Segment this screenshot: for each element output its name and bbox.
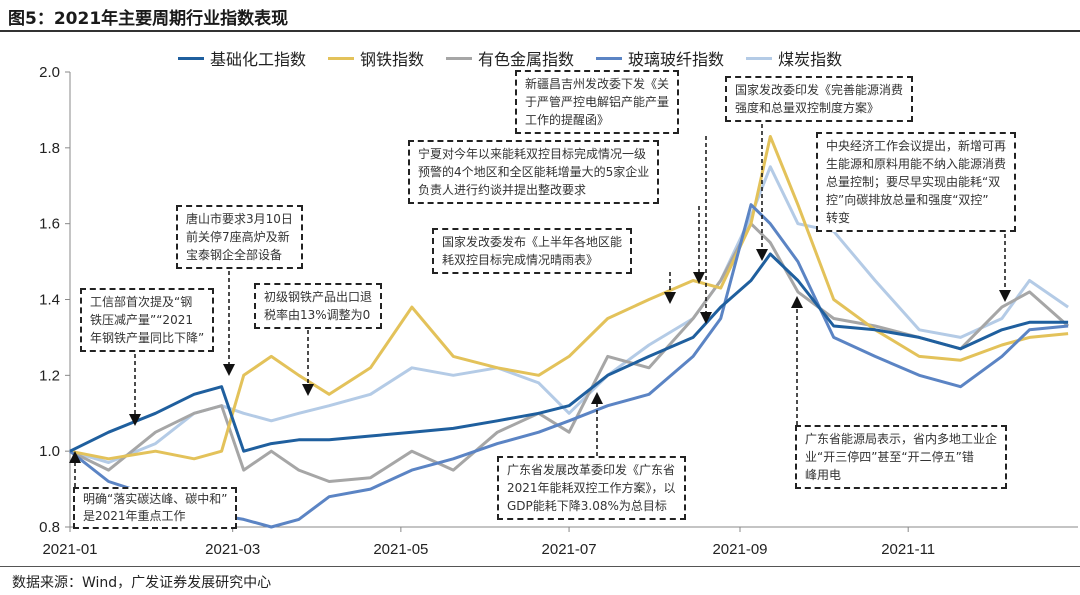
annotation-box: 国家发改委发布《上半年各地区能 耗双控目标完成情况晴雨表》: [432, 228, 633, 274]
legend-label: 有色金属指数: [478, 50, 575, 69]
series-line-2: [69, 222, 1070, 483]
footer-divider: [0, 566, 1080, 567]
annotation-box: 宁夏对今年以来能耗双控目标完成情况一级 预警的4个地区和全区能耗增量大的5家企业…: [408, 140, 660, 204]
annotation-box: 国家发改委印发《完善能源消费 强度和总量双控制度方案》: [725, 76, 914, 122]
series-line-0: [69, 252, 1069, 453]
annotation-box: 广东省发展改革委印发《广东省 2021年能耗双控工作方案》，以 GDP能耗下降3…: [497, 456, 686, 520]
legend-item: 煤炭指数: [746, 46, 842, 70]
y-tick-label: 0.8: [39, 519, 60, 536]
legend-swatch: [328, 56, 355, 60]
y-tick-label: 1.8: [39, 140, 60, 157]
legend-swatch: [178, 56, 204, 60]
legend-swatch: [446, 56, 473, 60]
x-tick-label: 2021-05: [373, 541, 428, 558]
annotation-box: 中央经济工作会议提出，新增可再 生能源和原料用能不纳入能源消费 总量控制；要尽早…: [816, 132, 1017, 232]
y-tick-label: 1.0: [39, 443, 60, 460]
annotation-box: 明确“落实碳达峰、碳中和” 是2021年重点工作: [73, 487, 238, 529]
annotation-box: 新疆昌吉州发改委下发《关 于严管严控电解铝产能产量 工作的提醒函》: [515, 70, 680, 134]
source-note: 数据来源：Wind，广发证券发展研究中心: [12, 575, 272, 591]
legend-swatch: [596, 56, 623, 60]
y-tick-label: 1.6: [39, 216, 60, 233]
legend-label: 煤炭指数: [778, 50, 843, 69]
legend-item: 钢铁指数: [328, 46, 424, 70]
x-tick-label: 2021-01: [42, 541, 97, 558]
y-tick-label: 1.2: [39, 367, 60, 384]
x-tick-label: 2021-09: [712, 541, 767, 558]
annotation-box: 初级钢铁产品出口退 税率由13%调整为0: [254, 283, 383, 329]
title-divider: [0, 30, 1080, 32]
series-line-4: [69, 165, 1069, 464]
x-tick-label: 2021-07: [542, 541, 597, 558]
legend-label: 钢铁指数: [360, 50, 425, 69]
annotation-box: 唐山市要求3月10日 前关停7座高炉及新 宝泰钢企全部设备: [176, 205, 303, 269]
legend: 基础化工指数 钢铁指数 有色金属指数 玻璃玻纤指数 煤炭指数: [178, 46, 842, 70]
annotation-box: 广东省能源局表示，省内多地工业企 业“开三停四”甚至“开二停五”错 峰用电: [795, 425, 1008, 489]
legend-label: 基础化工指数: [210, 50, 307, 69]
legend-label: 玻璃玻纤指数: [628, 50, 725, 69]
series-line-1: [69, 135, 1069, 461]
x-tick-label: 2021-03: [205, 541, 260, 558]
legend-item: 基础化工指数: [178, 46, 306, 70]
legend-item: 有色金属指数: [446, 46, 574, 70]
annotation-box: 工信部首次提及“钢 铁压减产量”“2021 年钢铁产量同比下降”: [80, 288, 215, 352]
legend-swatch: [746, 56, 773, 60]
y-tick-label: 2.0: [39, 64, 60, 81]
x-tick-label: 2021-11: [881, 541, 935, 558]
legend-item: 玻璃玻纤指数: [596, 46, 724, 70]
figure-title: 图5：2021年主要周期行业指数表现: [8, 9, 289, 29]
y-tick-label: 1.4: [39, 292, 60, 309]
